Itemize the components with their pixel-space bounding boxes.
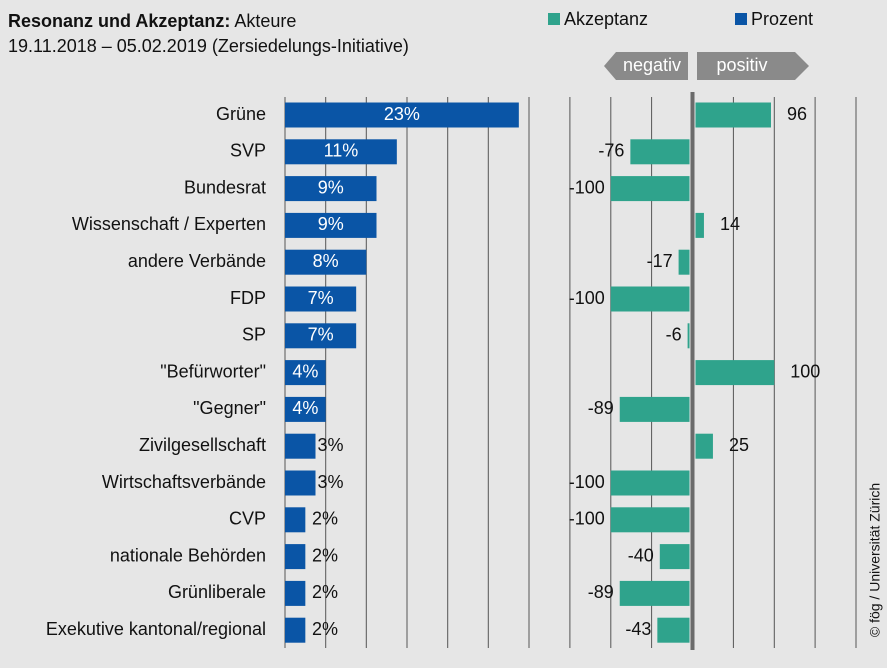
bar xyxy=(285,176,377,202)
bar xyxy=(619,396,690,422)
subtitle: 19.11.2018 – 05.02.2019 (Zersiedelungs-I… xyxy=(8,36,409,56)
category-label: SVP xyxy=(230,141,266,161)
bar xyxy=(657,617,690,643)
value-label: 2% xyxy=(312,509,338,529)
bar xyxy=(285,102,519,128)
value-label: 9% xyxy=(318,177,344,197)
value-label: 2% xyxy=(312,545,338,565)
value-label: -6 xyxy=(666,325,682,345)
bar xyxy=(659,544,690,570)
value-label: 2% xyxy=(312,582,338,602)
value-label: -43 xyxy=(625,619,651,639)
bar xyxy=(285,507,306,533)
annotation: negativ xyxy=(623,55,681,75)
category-label: FDP xyxy=(230,288,266,308)
bar xyxy=(678,249,690,275)
bar xyxy=(285,433,316,459)
value-label: 4% xyxy=(292,361,318,381)
category-label: "Befürworter" xyxy=(160,361,266,381)
category-label: Bundesrat xyxy=(184,177,266,197)
bar xyxy=(285,286,357,312)
bar xyxy=(619,580,690,606)
category-label: "Gegner" xyxy=(193,398,266,418)
bar xyxy=(695,212,704,238)
value-label: 2% xyxy=(312,619,338,639)
bar xyxy=(695,360,775,386)
value-label: 9% xyxy=(318,214,344,234)
category-label: Grüne xyxy=(216,104,266,124)
annotation: positiv xyxy=(716,55,767,75)
category-label: SP xyxy=(242,325,266,345)
value-label: -76 xyxy=(598,141,624,161)
value-label: -40 xyxy=(628,545,654,565)
value-label: 7% xyxy=(308,325,334,345)
value-label: -17 xyxy=(647,251,673,271)
bar xyxy=(285,360,326,386)
arrow-positive xyxy=(697,52,809,80)
value-label: 11% xyxy=(324,141,359,161)
bar xyxy=(610,470,690,496)
bar xyxy=(285,396,326,422)
value-label: 25 xyxy=(729,435,749,455)
value-label: 4% xyxy=(292,398,318,418)
title-detail: Akteure xyxy=(234,11,296,31)
chart-title: Resonanz und Akzeptanz: Akteure xyxy=(8,11,296,31)
category-label: Exekutive kantonal/regional xyxy=(46,619,266,639)
value-label: -89 xyxy=(588,582,614,602)
value-label: 7% xyxy=(308,288,334,308)
category-label: Grünliberale xyxy=(168,582,266,602)
category-label: nationale Behörden xyxy=(110,545,266,565)
value-label: 23% xyxy=(384,104,420,124)
category-label: Zivilgesellschaft xyxy=(139,435,266,455)
legend-swatch xyxy=(548,13,560,25)
category-label: CVP xyxy=(229,509,266,529)
value-label: -89 xyxy=(588,398,614,418)
bar xyxy=(610,286,690,312)
value-label: -100 xyxy=(569,509,605,529)
bar xyxy=(610,176,690,202)
arrow-negative xyxy=(604,52,688,80)
bar xyxy=(285,249,367,275)
bar xyxy=(630,139,690,165)
value-label: 3% xyxy=(318,472,344,492)
value-label: 8% xyxy=(313,251,339,271)
bar xyxy=(285,212,377,238)
bar xyxy=(285,139,397,165)
bar xyxy=(610,507,690,533)
bar xyxy=(285,580,306,606)
bar xyxy=(687,323,690,349)
title-bold: Resonanz und Akzeptanz: xyxy=(8,11,230,31)
value-label: 100 xyxy=(790,361,820,381)
value-label: 3% xyxy=(318,435,344,455)
value-label: 14 xyxy=(720,214,740,234)
category-label: Wirtschaftsverbände xyxy=(102,472,266,492)
bar xyxy=(285,617,306,643)
category-label: Wissenschaft / Experten xyxy=(72,214,266,234)
bar xyxy=(285,544,306,570)
bar xyxy=(695,433,713,459)
value-label: 96 xyxy=(787,104,807,124)
grid xyxy=(284,97,857,648)
category-label: andere Verbände xyxy=(128,251,266,271)
value-label: -100 xyxy=(569,177,605,197)
value-label: -100 xyxy=(569,472,605,492)
bar xyxy=(285,323,357,349)
credit: © fög / Universität Zürich xyxy=(867,483,883,637)
bar xyxy=(695,102,771,128)
legend-label: Akzeptanz xyxy=(564,9,648,29)
legend-swatch xyxy=(735,13,747,25)
legend-label: Prozent xyxy=(751,9,813,29)
value-label: -100 xyxy=(569,288,605,308)
bar xyxy=(285,470,316,496)
